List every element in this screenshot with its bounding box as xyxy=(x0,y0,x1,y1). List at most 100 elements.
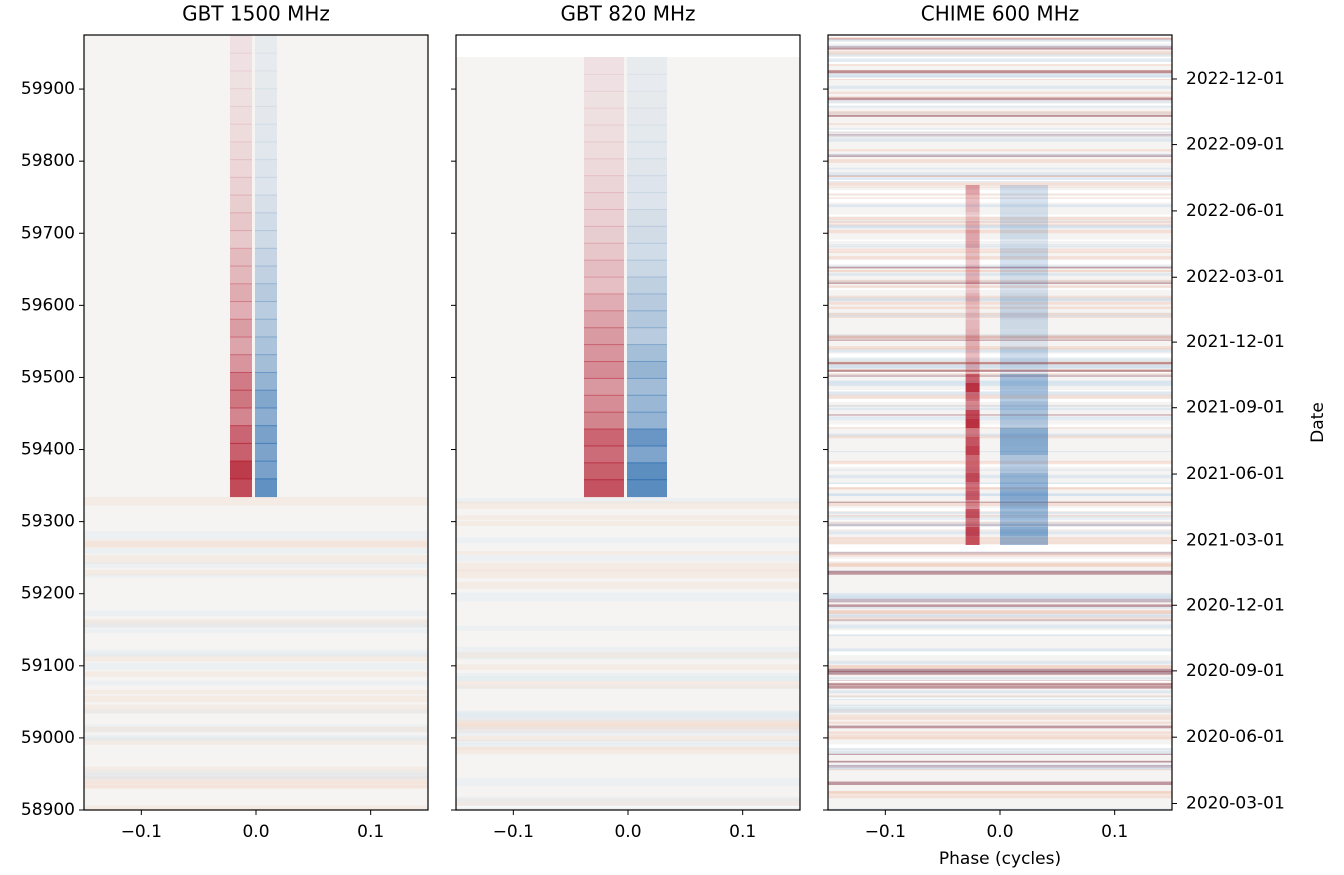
blue-band xyxy=(627,394,667,413)
red-band xyxy=(965,311,980,320)
blue-band xyxy=(255,35,277,54)
blue-band xyxy=(627,107,667,126)
noise-row xyxy=(828,159,1172,163)
x-tick-label: 0.1 xyxy=(357,822,384,842)
noise-row xyxy=(828,224,1172,226)
red-band xyxy=(965,284,980,293)
noise-row xyxy=(828,515,1172,519)
faint-row xyxy=(456,655,800,660)
red-band xyxy=(584,57,624,75)
blue-band xyxy=(255,460,277,480)
faint-row xyxy=(84,680,428,686)
blue-band xyxy=(627,361,667,379)
noise-row xyxy=(828,416,1172,421)
red-band xyxy=(584,90,624,109)
red-band xyxy=(584,276,624,295)
blue-band xyxy=(627,293,667,312)
noise-row xyxy=(828,225,1172,229)
blue-band xyxy=(255,407,277,427)
noise-row xyxy=(828,358,1172,362)
blue-band xyxy=(627,242,667,261)
panel-title: CHIME 600 MHz xyxy=(921,2,1079,26)
noise-row xyxy=(828,204,1172,208)
noise-row xyxy=(828,244,1172,246)
noise-row xyxy=(828,697,1172,699)
noise-row xyxy=(828,312,1172,316)
noise-row xyxy=(828,614,1172,618)
red-band xyxy=(230,478,252,498)
noise-row xyxy=(828,747,1172,751)
red-band xyxy=(584,141,624,160)
red-band xyxy=(965,320,980,329)
red-band xyxy=(230,159,252,178)
blue-band xyxy=(1000,347,1048,356)
noise-row xyxy=(828,483,1172,488)
red-band xyxy=(965,509,980,518)
blue-band xyxy=(255,425,277,444)
noise-row xyxy=(828,507,1172,512)
noise-row xyxy=(828,381,1172,385)
y2-tick-label: 2022-06-01 xyxy=(1186,201,1285,221)
noise-row xyxy=(828,373,1172,376)
noise-row xyxy=(828,96,1172,99)
noise-row xyxy=(828,78,1172,80)
blue-band xyxy=(1000,194,1048,203)
red-band xyxy=(965,365,980,374)
noise-row xyxy=(828,660,1172,665)
blue-band xyxy=(1000,338,1048,347)
noise-row xyxy=(828,383,1172,387)
y-tick-label: 59100 xyxy=(21,656,75,676)
noise-row xyxy=(828,683,1172,686)
noise-row xyxy=(828,214,1172,217)
noise-row xyxy=(828,671,1172,675)
red-band xyxy=(965,239,980,248)
red-band xyxy=(965,347,980,356)
noise-row xyxy=(828,552,1172,557)
noise-row xyxy=(828,521,1172,524)
noise-row xyxy=(828,407,1172,411)
noise-row xyxy=(828,266,1172,269)
red-band xyxy=(965,473,980,482)
noise-row xyxy=(828,768,1172,771)
faint-row xyxy=(84,574,428,578)
y-tick-label: 59000 xyxy=(21,728,75,748)
noise-row xyxy=(828,523,1172,527)
x-tick-label: −0.1 xyxy=(121,822,162,842)
noise-row xyxy=(828,617,1172,621)
faint-row xyxy=(456,778,800,787)
noise-row xyxy=(828,764,1172,768)
noise-row xyxy=(828,256,1172,260)
noise-row xyxy=(828,272,1172,276)
faint-row xyxy=(456,710,800,719)
noise-row xyxy=(828,175,1172,177)
blue-band xyxy=(627,377,667,396)
blue-band xyxy=(255,123,277,143)
x-axis-label: Phase (cycles) xyxy=(939,849,1061,869)
faint-row xyxy=(456,739,800,745)
red-band xyxy=(584,310,624,329)
y-tick-label: 59700 xyxy=(21,223,75,243)
noise-row xyxy=(828,668,1172,672)
red-band xyxy=(230,265,252,285)
noise-row xyxy=(828,474,1172,479)
y2-tick-label: 2021-09-01 xyxy=(1186,398,1285,418)
red-band xyxy=(965,248,980,257)
faint-row xyxy=(456,722,800,730)
noise-row xyxy=(828,349,1172,353)
faint-row xyxy=(84,618,428,627)
noise-row xyxy=(828,285,1172,288)
noise-row xyxy=(828,592,1172,597)
blue-band xyxy=(1000,446,1048,455)
noise-row xyxy=(828,186,1172,188)
faint-row xyxy=(456,801,800,806)
noise-row xyxy=(828,547,1172,552)
red-band xyxy=(965,329,980,338)
red-band xyxy=(965,230,980,239)
faint-row xyxy=(456,746,800,751)
red-band xyxy=(584,175,624,194)
blue-band xyxy=(255,70,277,90)
faint-row xyxy=(84,654,428,662)
faint-row xyxy=(456,652,800,659)
blue-band xyxy=(255,176,277,196)
red-band xyxy=(230,52,252,72)
